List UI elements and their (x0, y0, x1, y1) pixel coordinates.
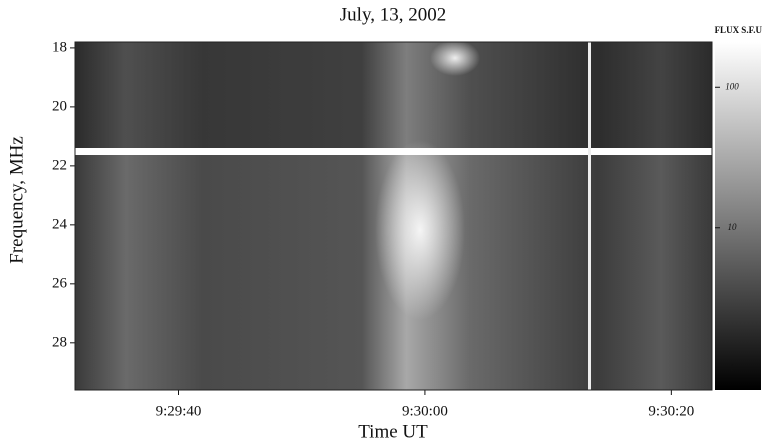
upper-band-shade (75, 42, 712, 150)
band-gap (75, 148, 712, 155)
colorbar-tick-label: 100 (725, 81, 739, 91)
x-axis-title: Time UT (358, 421, 428, 442)
burst-glow (375, 140, 465, 320)
colorbar (715, 42, 761, 390)
burst-glow (430, 40, 480, 76)
x-tick-label: 9:29:40 (156, 403, 202, 419)
x-tick-label: 9:30:00 (402, 403, 448, 419)
colorbar-label: FLUX S.F.U (715, 25, 763, 35)
y-tick-label: 28 (52, 334, 67, 350)
y-tick-label: 24 (52, 216, 68, 232)
plot-frame (74, 41, 713, 391)
y-tick-label: 20 (52, 98, 67, 114)
y-tick-label: 18 (52, 39, 67, 55)
time-gap (588, 42, 591, 390)
y-tick-label: 22 (52, 157, 67, 173)
colorbar-tick-label: 1 (730, 362, 735, 372)
chart-title: July, 13, 2002 (340, 4, 446, 25)
x-tick-label: 9:30:20 (648, 403, 694, 419)
y-axis-title: Frequency, MHz (6, 136, 27, 264)
y-tick-label: 26 (52, 275, 68, 291)
colorbar-tick-label: 10 (728, 222, 738, 232)
